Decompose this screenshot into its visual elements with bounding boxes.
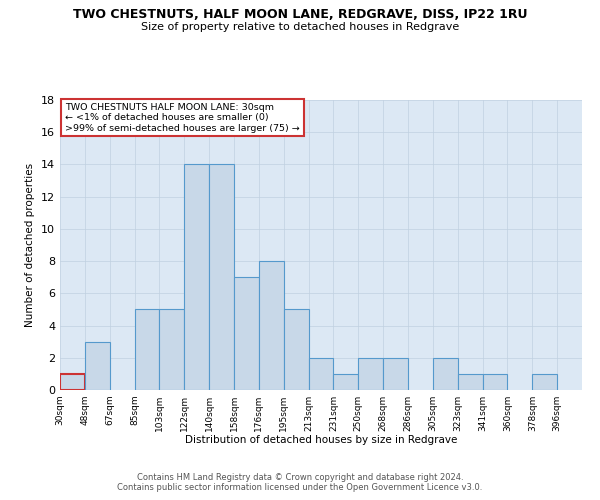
Text: Size of property relative to detached houses in Redgrave: Size of property relative to detached ho… [141,22,459,32]
Bar [160,310,184,390]
Bar [482,374,508,390]
Bar [85,342,110,390]
Bar [259,261,284,390]
Bar [433,358,458,390]
Bar [234,277,259,390]
Text: TWO CHESTNUTS HALF MOON LANE: 30sqm
← <1% of detached houses are smaller (0)
>99: TWO CHESTNUTS HALF MOON LANE: 30sqm ← <1… [65,103,300,132]
Bar [184,164,209,390]
Bar [532,374,557,390]
Bar [358,358,383,390]
Bar [308,358,334,390]
Bar [134,310,160,390]
Bar [60,374,85,390]
Text: Distribution of detached houses by size in Redgrave: Distribution of detached houses by size … [185,435,457,445]
Bar [334,374,358,390]
Bar [209,164,234,390]
Text: Contains HM Land Registry data © Crown copyright and database right 2024.
Contai: Contains HM Land Registry data © Crown c… [118,472,482,492]
Text: TWO CHESTNUTS, HALF MOON LANE, REDGRAVE, DISS, IP22 1RU: TWO CHESTNUTS, HALF MOON LANE, REDGRAVE,… [73,8,527,20]
Bar [458,374,482,390]
Bar [284,310,308,390]
Bar [383,358,408,390]
Y-axis label: Number of detached properties: Number of detached properties [25,163,35,327]
